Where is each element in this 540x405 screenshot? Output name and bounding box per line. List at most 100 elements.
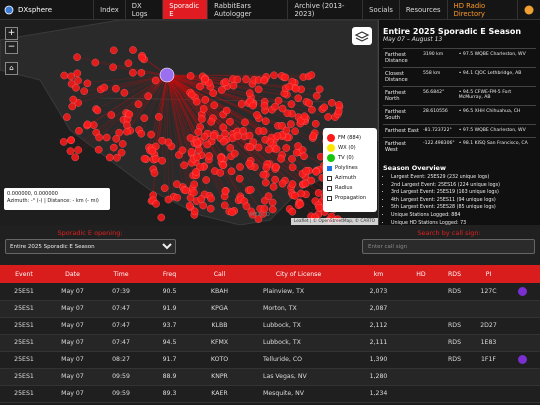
icon-cell [505,385,540,403]
layer-toggle[interactable]: Propagation [327,193,373,203]
log-cell [437,368,472,386]
layer-toggle[interactable]: Azimuth [327,173,373,183]
log-cell: 25ES1 [0,334,48,352]
station-dot [264,192,273,200]
station-dot [301,179,310,188]
log-cell: May 07 [48,351,97,369]
station-dot [226,117,234,126]
overview-item: Largest Event: 25ES29 (232 unique logs) [391,174,536,182]
extremes-table: Farthest Distance 3190 km • 97.5 WQBE Char… [383,48,536,156]
log-cell [405,300,437,318]
legend-item[interactable]: FM (884) [327,133,373,143]
opening-select[interactable]: Entire 2025 Sporadic E Season [5,239,176,254]
log-row[interactable]: 25ES1 May 07 07:47 91.9 KPGA Morton, TX 2,087 [0,300,540,318]
checkbox[interactable] [327,195,332,201]
station-dot [100,83,109,92]
station-dot [320,103,329,112]
map[interactable]: MEXICO + − ⌂ FM (884) WX (0) TV (0) Polylin… [0,20,378,225]
layer-toggle[interactable]: Radius [327,183,373,193]
column-header: Call [194,265,245,283]
map-legend: FM (884) WX (0) TV (0) Polylines Azimuth Radi… [323,128,377,212]
station-dot [193,138,201,147]
search-input[interactable] [362,239,535,254]
path-line [166,74,191,139]
checkbox[interactable] [327,175,332,181]
log-row[interactable]: 25ES1 May 07 07:39 90.5 KBAH Plainview, TX 2,0… [0,283,540,301]
log-row[interactable]: 25ES1 May 07 09:59 89.3 KAER Mesquite, NV 1,23… [0,385,540,403]
log-row[interactable]: 25ES1 May 07 08:27 91.7 KOTO Telluride, CO 1,3… [0,351,540,369]
extreme-cell: Farthest East [383,124,421,138]
station-dot [302,167,310,175]
hd-icon[interactable] [518,355,527,364]
station-dot [309,132,317,141]
station-dot [71,153,80,162]
station-dot [246,143,254,152]
station-dot [94,145,103,154]
column-header: PI [472,265,505,283]
home-button[interactable]: ⌂ [5,62,18,75]
log-cell: 07:47 [97,300,145,318]
log-cell: RDS [437,283,472,301]
log-row[interactable]: 25ES1 May 07 07:47 94.5 KFMX Lubbock, TX 2,111… [0,334,540,352]
station-dot [158,136,167,145]
layers-button[interactable] [352,27,372,45]
nav-icon[interactable] [517,0,540,19]
layer-label: Polylines [335,165,358,171]
log-cell: 25ES1 [0,283,48,301]
station-dot [102,133,111,142]
logo[interactable]: DXsphere [0,0,93,19]
logo-text: DXsphere [18,5,53,14]
overview-list: Largest Event: 25ES29 (232 unique logs)2… [383,174,536,225]
station-dot [261,117,270,126]
icon-cell [505,368,540,386]
layer-toggle[interactable]: Polylines [327,163,373,173]
extreme-cell: Farthest North [383,86,421,106]
nav-link[interactable]: Resources [398,0,447,19]
nav-link[interactable]: Archive (2013-2023) [287,0,362,19]
legend-item[interactable]: WX (0) [327,143,373,153]
station-dot [269,183,278,191]
station-dot [307,71,316,79]
station-dot [242,75,250,84]
station-dot [93,106,102,115]
extreme-cell: • 98.1 KISQ San Francisco, CA [456,137,536,156]
layers-icon [354,31,370,42]
log-cell: Morton, TX [245,300,352,318]
path-line [96,74,168,133]
station-dot [207,118,216,126]
legend-item[interactable]: TV (0) [327,153,373,163]
station-dot [236,163,244,171]
log-cell [405,351,437,369]
hd-icon[interactable] [518,286,527,296]
station-dot [245,89,254,98]
station-dot [197,195,206,203]
nav-link[interactable]: Index [93,0,125,19]
path-line [166,74,301,121]
extreme-cell: • 94.5 CFWE-FM-5 Fort McMurray, AB [456,86,536,106]
nav-link[interactable]: DX Logs [124,0,162,19]
log-row[interactable]: 25ES1 May 07 09:59 88.9 KNPR Las Vegas, NV 1,2… [0,368,540,386]
nav-link[interactable]: HD Radio Directory [446,0,517,19]
station-dot [239,127,248,135]
nav-link[interactable]: Sporadic E [162,0,208,19]
nav-link[interactable]: RabbitEars Autologger [207,0,287,19]
log-cell: May 07 [48,283,97,301]
zoom-out[interactable]: − [5,41,18,54]
station-dot [291,191,299,200]
zoom-in[interactable]: + [5,27,18,40]
legend-swatch [327,144,335,152]
log-cell: 89.3 [145,385,194,403]
nav-link[interactable]: Socials [362,0,399,19]
station-dot [198,115,206,123]
log-cell: 2,087 [352,300,405,318]
log-row[interactable]: 25ES1 May 07 07:47 93.7 KLBB Lubbock, TX 2,112… [0,317,540,335]
station-dot [151,76,160,85]
station-dot [117,148,126,157]
path-line [166,74,191,198]
station-dot [271,175,279,184]
log-cell: 2,112 [352,317,405,335]
station-dot [278,121,286,130]
checkbox[interactable] [327,165,332,171]
station-dot [235,174,244,183]
checkbox[interactable] [327,185,332,191]
